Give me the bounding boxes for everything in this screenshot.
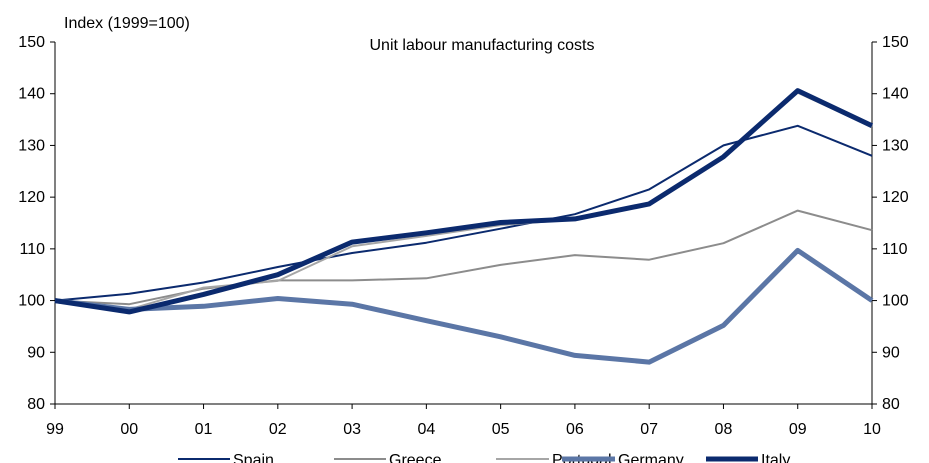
x-tick-label: 07	[640, 421, 658, 438]
chart-title: Unit labour manufacturing costs	[370, 37, 595, 54]
y-tick-label-right: 80	[882, 396, 900, 413]
y-tick-label-left: 130	[18, 137, 45, 154]
y-tick-label-right: 100	[882, 293, 909, 310]
x-tick-label: 99	[46, 421, 64, 438]
y-tick-label-left: 100	[18, 293, 45, 310]
y-tick-label-left: 140	[18, 86, 45, 103]
legend-label-spain: Spain	[233, 452, 274, 463]
x-tick-label: 01	[195, 421, 213, 438]
y-tick-label-right: 110	[882, 241, 908, 258]
legend-label-italy: Italy	[761, 452, 790, 463]
y-tick-label-left: 90	[27, 344, 45, 361]
y-axis-title: Index (1999=100)	[64, 15, 190, 32]
x-tick-label: 10	[863, 421, 881, 438]
x-tick-label: 05	[492, 421, 510, 438]
x-tick-label: 03	[343, 421, 361, 438]
y-tick-label-right: 140	[882, 86, 909, 103]
y-tick-label-right: 150	[882, 34, 909, 51]
series-line-spain	[54, 124, 873, 302]
legend-label-germany: Germany	[618, 452, 684, 463]
x-tick-label: 02	[269, 421, 287, 438]
y-tick-label-left: 80	[27, 396, 45, 413]
series-line-portugal	[54, 91, 873, 311]
series-line-germany	[54, 247, 874, 365]
x-tick-label: 00	[120, 421, 138, 438]
y-tick-label-right: 120	[882, 189, 909, 206]
y-tick-label-left: 120	[18, 189, 45, 206]
y-tick-label-left: 110	[19, 241, 45, 258]
y-tick-label-right: 90	[882, 344, 900, 361]
legend-label-greece: Greece	[389, 452, 442, 463]
x-tick-label: 06	[566, 421, 584, 438]
x-tick-label: 08	[715, 421, 733, 438]
series-line-greece	[54, 209, 873, 306]
y-tick-label-right: 130	[882, 137, 909, 154]
y-tick-label-left: 150	[18, 34, 45, 51]
series-line-italy	[54, 88, 874, 315]
legend: SpainGreecePortugalGermanyItaly	[178, 452, 790, 463]
x-tick-label: 04	[417, 421, 435, 438]
x-tick-label: 09	[789, 421, 807, 438]
